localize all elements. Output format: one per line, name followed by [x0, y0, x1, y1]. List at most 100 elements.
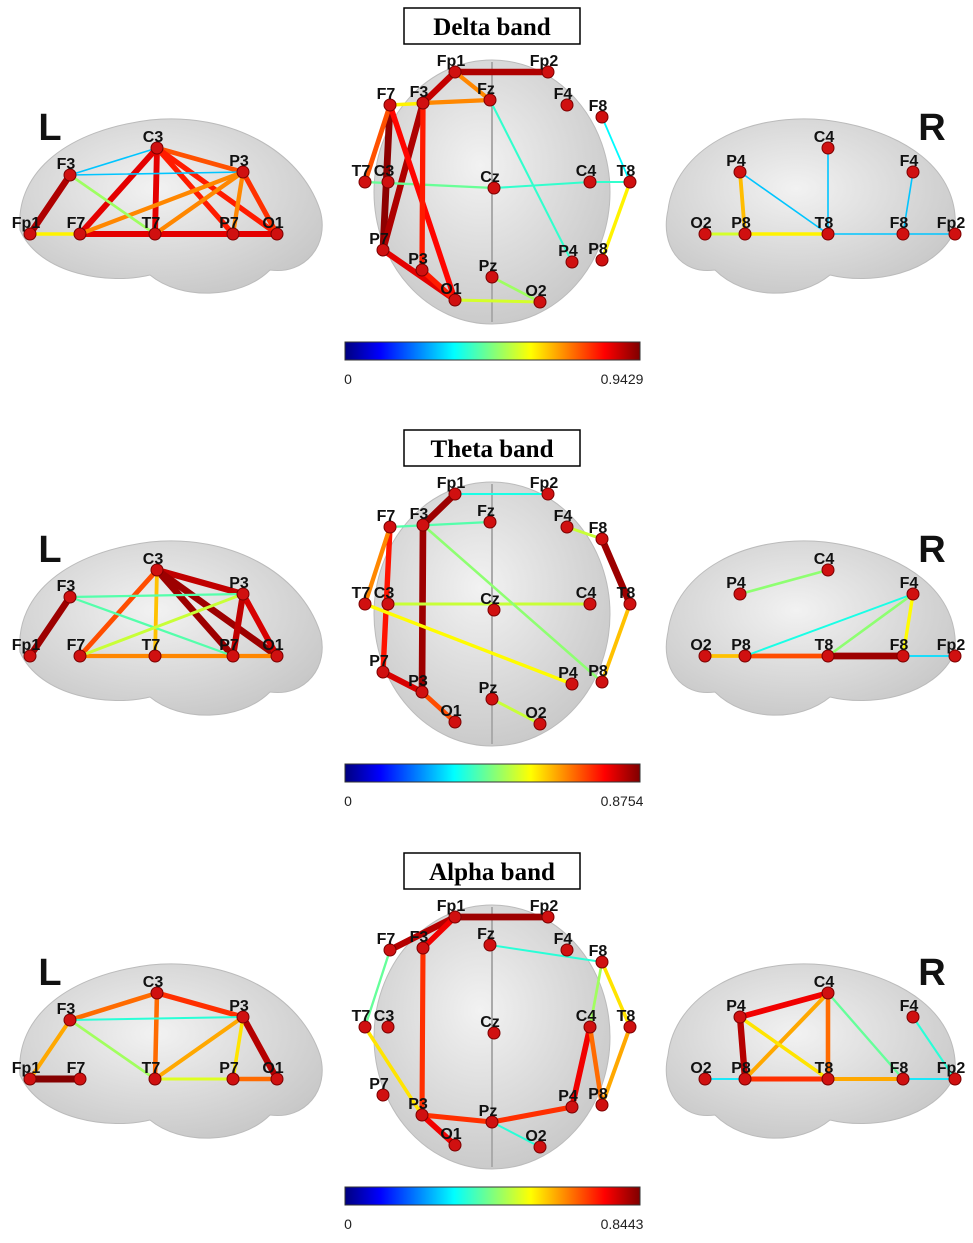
node-label: F4: [900, 998, 919, 1015]
node-label: F7: [67, 1060, 86, 1077]
node-label: T8: [617, 163, 636, 180]
colorbar: [345, 764, 640, 782]
node-label: Fp1: [437, 475, 466, 492]
node-label: F8: [890, 637, 909, 654]
node-label: Fp1: [12, 1060, 41, 1077]
node-label: F4: [554, 931, 573, 948]
node-label: P4: [726, 575, 746, 592]
node-label: P4: [726, 998, 746, 1015]
brain-right: [666, 964, 955, 1138]
colorbar-min: 0: [344, 793, 352, 809]
node-label: Fp1: [12, 637, 41, 654]
node-label: T7: [142, 637, 161, 654]
node-label: O2: [525, 1128, 546, 1145]
node-label: Fp2: [937, 637, 966, 654]
node-label: P4: [726, 153, 746, 170]
title: Delta band: [433, 14, 550, 41]
brain-left: [20, 964, 323, 1138]
hemisphere-label: R: [918, 529, 945, 571]
node-label: Fp2: [937, 215, 966, 232]
title: Alpha band: [429, 859, 555, 886]
node-label: F7: [377, 931, 396, 948]
node-label: P7: [219, 637, 239, 654]
colorbar-max: 0.9429: [601, 371, 644, 387]
hemisphere-label: L: [38, 529, 61, 571]
connection: [422, 103, 423, 270]
node-label: Pz: [479, 680, 498, 697]
node-label: Fp2: [530, 53, 559, 70]
node-label: O1: [440, 281, 461, 298]
node-label: Fp1: [437, 53, 466, 70]
node-label: T8: [815, 215, 834, 232]
connection: [423, 100, 490, 103]
colorbar-max: 0.8754: [601, 793, 644, 809]
node-label: Fz: [477, 503, 495, 520]
node-label: O2: [690, 1060, 711, 1077]
node-label: F3: [410, 84, 429, 101]
node-label: C4: [576, 163, 597, 180]
colorbar: [345, 342, 640, 360]
hemisphere-label: L: [38, 952, 61, 994]
node-label: F8: [589, 943, 608, 960]
node-label: Fp2: [937, 1060, 966, 1077]
node-label: P3: [229, 153, 249, 170]
band-panel: Theta bandFp1F7F3C3T7P3P7O1LFp1Fp2F7F3Fz…: [12, 430, 966, 809]
node-label: P7: [219, 215, 239, 232]
node-label: P3: [408, 251, 428, 268]
connection: [422, 525, 423, 692]
node-label: F8: [589, 98, 608, 115]
brain-left: [20, 119, 323, 293]
node-label: Fz: [477, 81, 495, 98]
node-label: F4: [900, 575, 919, 592]
node-label: T8: [617, 585, 636, 602]
node-label: P8: [731, 637, 751, 654]
node-label: Fz: [477, 926, 495, 943]
band-panel: Alpha bandFp1F7F3C3T7P3P7O1LFp1Fp2F7F3Fz…: [12, 853, 966, 1232]
node-label: F7: [67, 637, 86, 654]
node-label: T7: [352, 585, 371, 602]
node-label: T8: [617, 1008, 636, 1025]
node-label: Fp1: [437, 898, 466, 915]
node-label: Pz: [479, 1103, 498, 1120]
node-label: F4: [900, 153, 919, 170]
node-label: O1: [440, 703, 461, 720]
node-label: C3: [374, 1008, 395, 1025]
node-label: F8: [589, 520, 608, 537]
node-label: C4: [814, 551, 835, 568]
node-label: O2: [525, 705, 546, 722]
node-label: P7: [369, 1076, 389, 1093]
figure: Delta band Fp1 F7 F3 C3 T7 P3 P7 O1 L Fp1 Fp2 F7 F3 Fz…: [0, 0, 973, 1243]
node-label: O1: [440, 1126, 461, 1143]
node-label: T8: [815, 1060, 834, 1077]
colorbar: [345, 1187, 640, 1205]
hemisphere-label: R: [918, 952, 945, 994]
node-label: F4: [554, 86, 573, 103]
node-label: F7: [67, 215, 86, 232]
hemisphere-label: L: [38, 107, 61, 149]
node-label: P7: [219, 1060, 239, 1077]
node-label: C4: [576, 585, 597, 602]
node-label: P3: [408, 1096, 428, 1113]
connection: [455, 300, 540, 302]
node-label: P8: [731, 215, 751, 232]
node-label: T7: [142, 1060, 161, 1077]
node-label: P8: [588, 241, 608, 258]
node-label: Fp2: [530, 475, 559, 492]
node-label: P8: [588, 1086, 608, 1103]
node-label: F8: [890, 1060, 909, 1077]
node-label: P7: [369, 231, 389, 248]
node-label: T8: [815, 637, 834, 654]
node-label: Fp1: [12, 215, 41, 232]
colorbar-max: 0.8443: [601, 1216, 644, 1232]
node-label: C3: [143, 551, 164, 568]
node-label: F3: [57, 578, 76, 595]
node-label: T7: [352, 163, 371, 180]
connection: [422, 948, 423, 1115]
node-label: P7: [369, 653, 389, 670]
node-label: C3: [143, 974, 164, 991]
node-label: F3: [57, 1001, 76, 1018]
brain-right: [666, 541, 955, 715]
node-label: P4: [558, 665, 578, 682]
node-label: O1: [262, 1060, 283, 1077]
node-label: O1: [262, 637, 283, 654]
